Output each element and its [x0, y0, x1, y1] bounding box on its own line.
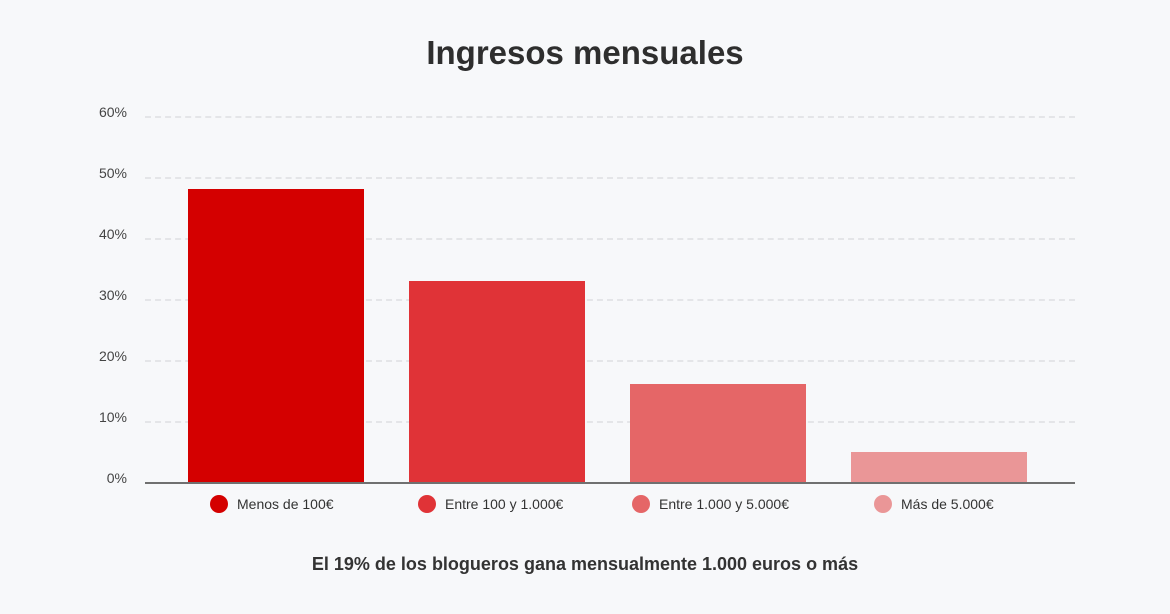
y-tick-label: 30%	[98, 287, 127, 303]
legend-label: Entre 100 y 1.000€	[445, 496, 564, 512]
gridline	[145, 238, 1075, 240]
chart-title: Ingresos mensuales	[426, 34, 744, 71]
y-tick-label: 10%	[98, 409, 127, 425]
gridline	[145, 360, 1075, 362]
legend-dot-icon	[632, 495, 650, 513]
gridline	[145, 116, 1075, 118]
y-tick-label: 60%	[98, 104, 127, 120]
legend-item-mas-5000: Más de 5.000€	[874, 494, 994, 514]
y-tick-label: 50%	[98, 165, 127, 181]
y-tick-label: 40%	[98, 226, 127, 242]
legend-dot-icon	[874, 495, 892, 513]
y-tick-label: 20%	[98, 348, 127, 364]
legend-label: Más de 5.000€	[901, 496, 994, 512]
bar	[630, 384, 806, 482]
bar	[188, 189, 364, 482]
legend-label: Entre 1.000 y 5.000€	[659, 496, 789, 512]
bar	[409, 280, 585, 482]
legend-label: Menos de 100€	[237, 496, 334, 512]
gridline	[145, 177, 1075, 179]
legend-dot-icon	[418, 495, 436, 513]
legend-dot-icon	[210, 495, 228, 513]
gridline	[145, 299, 1075, 301]
x-axis-line	[145, 482, 1075, 484]
gridline	[145, 421, 1075, 423]
legend-item-menos-100: Menos de 100€	[210, 494, 334, 514]
y-tick-label: 0%	[106, 470, 127, 486]
legend-item-1000-5000: Entre 1.000 y 5.000€	[632, 494, 789, 514]
chart-caption: El 19% de los blogueros gana mensualment…	[311, 554, 859, 574]
bar	[851, 451, 1027, 482]
legend-item-100-1000: Entre 100 y 1.000€	[418, 494, 563, 514]
